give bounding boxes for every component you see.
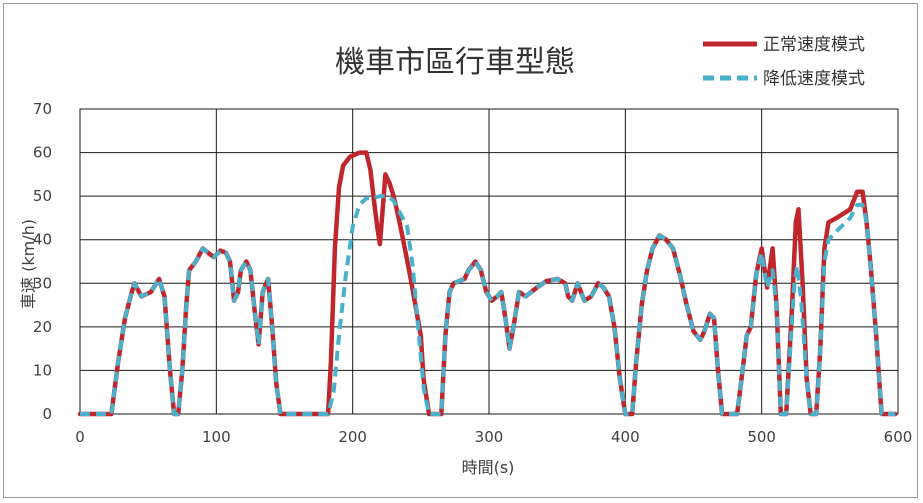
series-layer: [77, 150, 898, 417]
x-axis-ticks: 0 100 200 300 400 500 600: [75, 428, 912, 446]
x-tick-label: 600: [884, 428, 913, 446]
gridlines: [79, 108, 899, 415]
x-tick-label: 200: [338, 428, 367, 446]
x-tick-label: 0: [75, 428, 85, 446]
y-tick-label: 20: [33, 318, 52, 336]
plot-area-border: [79, 108, 899, 415]
chart-frame: [3, 3, 918, 498]
y-tick-label: 30: [33, 274, 52, 292]
chart-title: 機車市區行車型態: [335, 45, 575, 80]
series-line-2: [80, 194, 896, 416]
x-axis-label: 時間(s): [462, 458, 515, 477]
x-tick-label: 400: [611, 428, 640, 446]
legend: 正常速度模式 降低速度模式: [703, 35, 865, 89]
y-tick-label: 70: [33, 100, 52, 118]
x-tick-label: 300: [475, 428, 504, 446]
x-tick-label: 500: [747, 428, 776, 446]
y-tick-label: 50: [33, 187, 52, 205]
legend-label-series-2: 降低速度模式: [763, 69, 865, 89]
y-axis-label: 車速 (km/h): [19, 219, 38, 309]
y-axis-ticks: 0 10 20 30 40 50 60 70: [33, 100, 52, 423]
x-tick-label: 100: [202, 428, 231, 446]
y-tick-label: 0: [42, 405, 52, 423]
legend-label-series-1: 正常速度模式: [763, 35, 865, 55]
y-tick-label: 60: [33, 144, 52, 162]
y-tick-label: 10: [33, 361, 52, 379]
y-tick-label: 40: [33, 231, 52, 249]
